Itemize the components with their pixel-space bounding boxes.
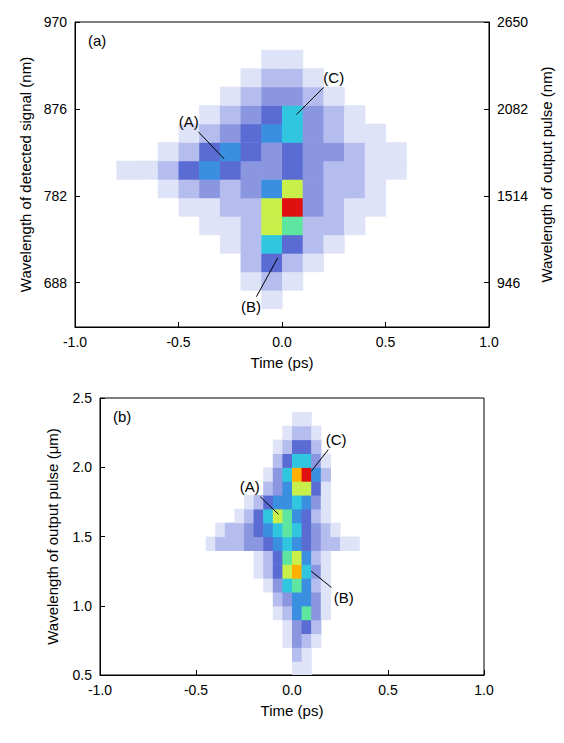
- svg-text:(B): (B): [241, 298, 261, 315]
- svg-text:1514: 1514: [497, 188, 528, 204]
- svg-text:2.5: 2.5: [73, 390, 93, 406]
- svg-text:1.0: 1.0: [474, 682, 494, 698]
- svg-text:782: 782: [44, 188, 68, 204]
- svg-text:1.5: 1.5: [73, 529, 93, 545]
- svg-text:970: 970: [44, 14, 68, 30]
- svg-text:0.0: 0.0: [272, 334, 292, 350]
- svg-text:-0.5: -0.5: [166, 334, 190, 350]
- svg-text:1.0: 1.0: [73, 598, 93, 614]
- svg-text:2.0: 2.0: [73, 459, 93, 475]
- svg-text:Wavelength of detected signal: Wavelength of detected signal (nm): [17, 57, 34, 292]
- svg-text:Time (ps): Time (ps): [251, 354, 314, 371]
- svg-text:(C): (C): [326, 431, 347, 448]
- svg-text:0.5: 0.5: [376, 334, 396, 350]
- svg-text:Wavelength of output pulse (nm: Wavelength of output pulse (nm): [538, 66, 555, 282]
- svg-text:-1.0: -1.0: [88, 682, 112, 698]
- svg-text:946: 946: [497, 275, 521, 291]
- svg-text:Time (ps): Time (ps): [261, 702, 324, 719]
- svg-text:Wavelength of output pulse (μm: Wavelength of output pulse (μm): [44, 428, 61, 645]
- svg-text:2650: 2650: [497, 14, 528, 30]
- svg-text:0.5: 0.5: [73, 667, 93, 683]
- svg-text:-0.5: -0.5: [184, 682, 208, 698]
- svg-text:(A): (A): [240, 478, 260, 495]
- svg-text:876: 876: [44, 101, 68, 117]
- svg-text:0.0: 0.0: [282, 682, 302, 698]
- svg-text:(a): (a): [88, 32, 106, 49]
- svg-text:-1.0: -1.0: [63, 334, 87, 350]
- svg-text:(A): (A): [179, 113, 199, 130]
- svg-text:1.0: 1.0: [479, 334, 499, 350]
- svg-text:(b): (b): [113, 408, 131, 425]
- svg-text:(C): (C): [323, 69, 344, 86]
- svg-text:688: 688: [44, 275, 68, 291]
- svg-text:2082: 2082: [497, 101, 528, 117]
- svg-text:0.5: 0.5: [378, 682, 398, 698]
- svg-text:(B): (B): [334, 589, 354, 606]
